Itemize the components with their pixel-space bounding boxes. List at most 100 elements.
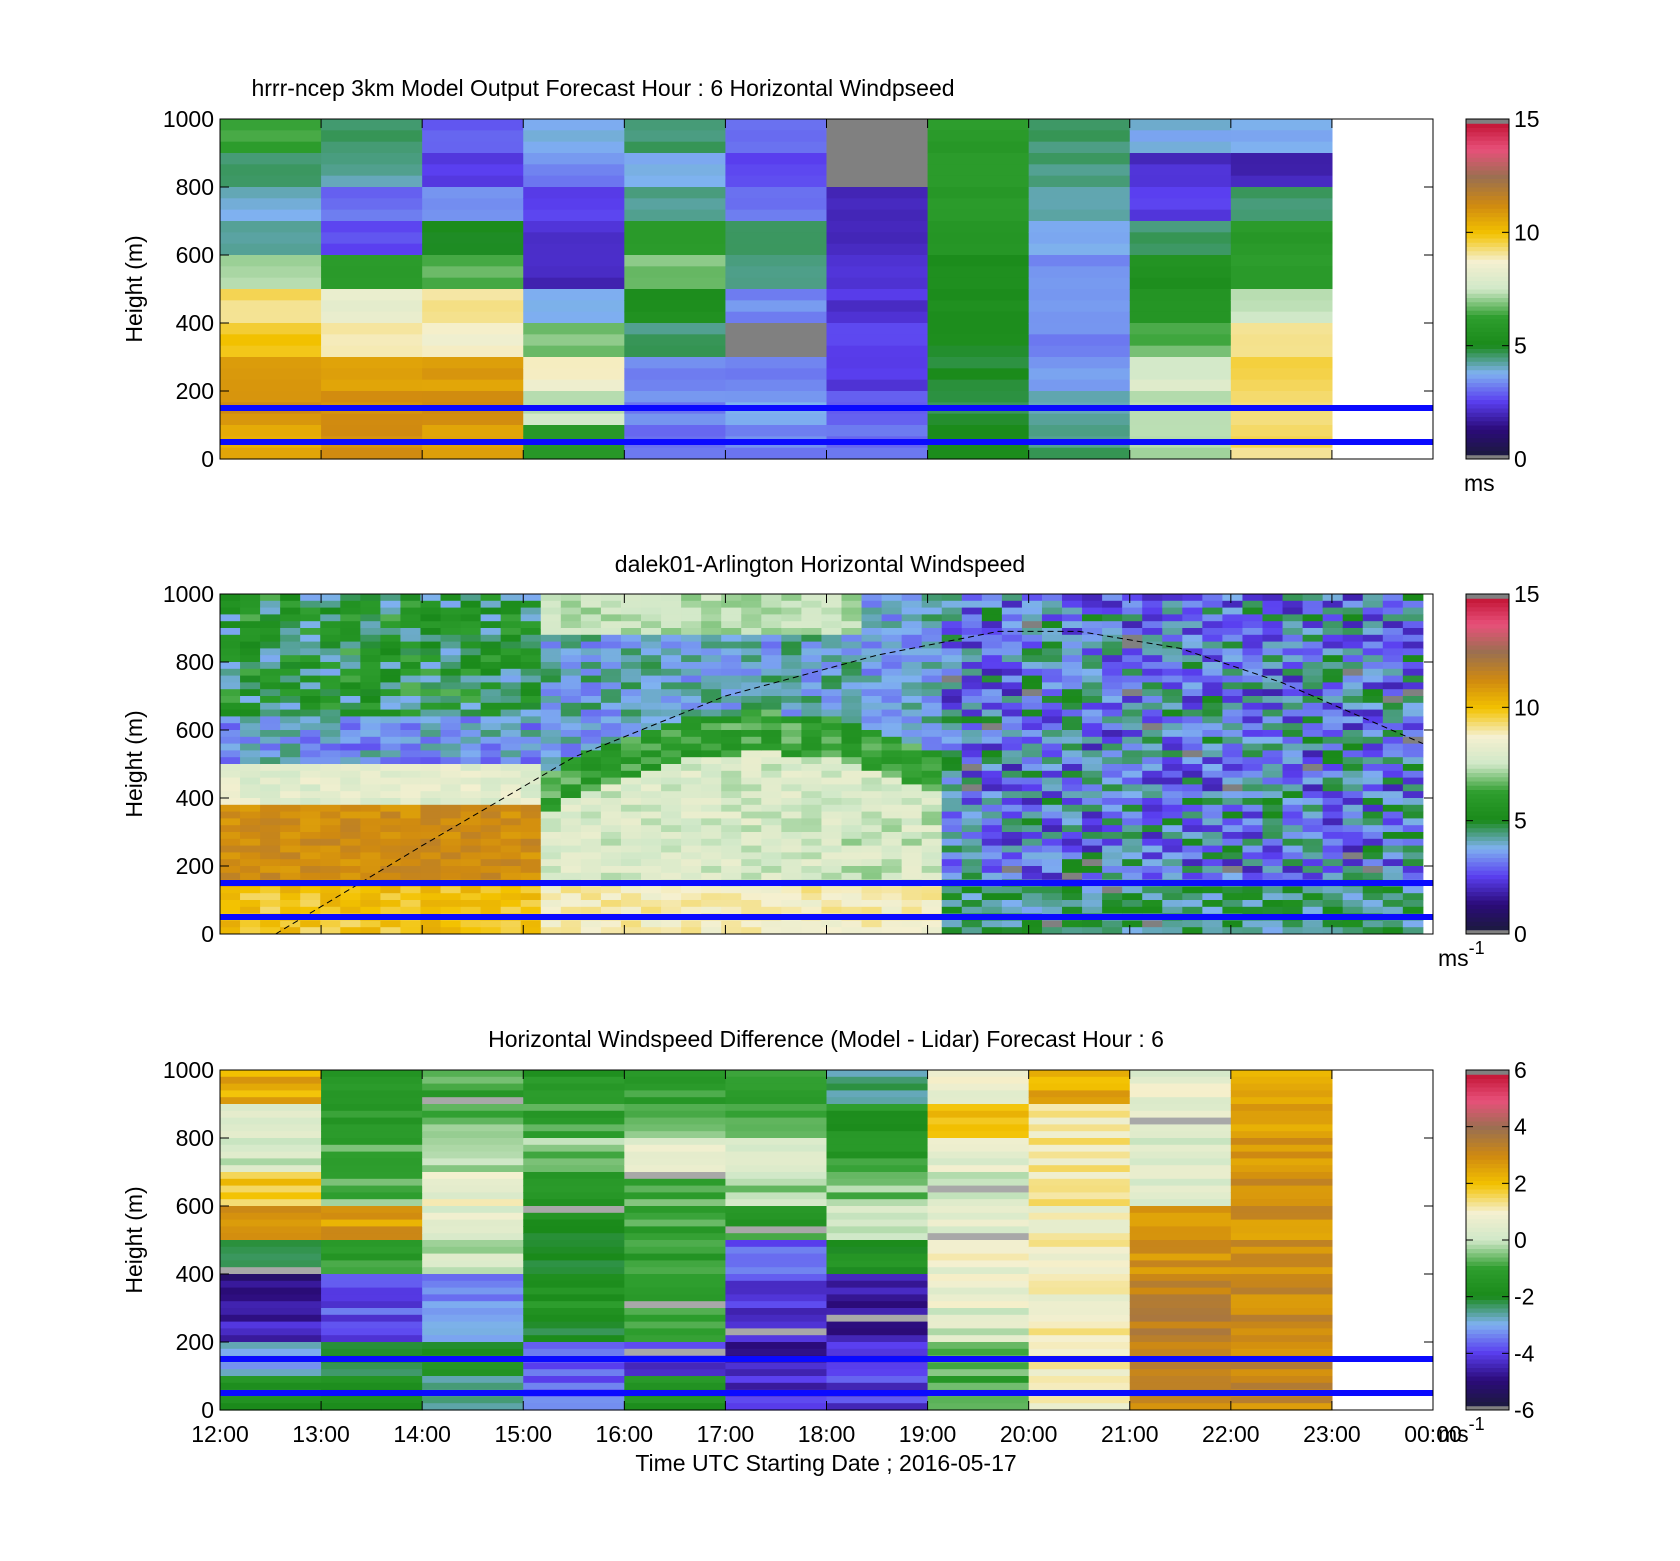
heatmap-cell: [741, 886, 762, 894]
heatmap-cell: [1362, 838, 1384, 847]
colorbar-segment: [1466, 408, 1509, 413]
heatmap-cell: [1142, 920, 1163, 928]
heatmap-cell: [260, 872, 281, 881]
heatmap-cell: [320, 655, 341, 663]
heatmap-cell: [340, 716, 361, 724]
heatmap-cell: [721, 920, 742, 928]
heatmap-cell: [440, 702, 462, 711]
colorbar-segment: [1466, 348, 1509, 354]
heatmap-cell: [624, 357, 727, 369]
heatmap-cell: [1282, 607, 1304, 615]
heatmap-cell: [927, 130, 1030, 143]
heatmap-cell: [1142, 770, 1163, 779]
heatmap-cell: [440, 648, 462, 656]
x-tick-label: 15:00: [494, 1421, 552, 1447]
heatmap-cell: [761, 682, 782, 690]
heatmap-cell: [826, 1233, 929, 1241]
heatmap-cell: [841, 600, 863, 609]
heatmap-cell: [1082, 662, 1103, 670]
heatmap-cell: [961, 927, 983, 935]
heatmap-cell: [961, 818, 983, 826]
heatmap-cell: [1382, 852, 1404, 860]
heatmap-cell: [801, 866, 822, 874]
heatmap-cell: [941, 600, 963, 609]
heatmap-cell: [1082, 852, 1103, 860]
heatmap-cell: [420, 723, 442, 731]
heatmap-cell: [861, 859, 883, 867]
heatmap-cell: [921, 872, 943, 881]
heatmap-cell: [1062, 777, 1083, 785]
heatmap-cell: [1162, 818, 1183, 826]
heatmap-cell: [240, 641, 261, 649]
heatmap-cell: [841, 628, 863, 636]
heatmap-cell: [1102, 866, 1123, 874]
heatmap-cell: [1222, 838, 1243, 847]
heatmap-cell: [821, 723, 842, 731]
heatmap-cell: [1062, 648, 1083, 656]
heatmap-cell: [981, 866, 1003, 874]
heatmap-cell: [1021, 770, 1043, 779]
heatmap-cell: [1242, 886, 1264, 894]
heatmap-cell: [523, 1212, 625, 1221]
heatmap-cell: [1222, 614, 1243, 622]
heatmap-cell: [881, 927, 903, 935]
heatmap-cell: [380, 702, 401, 711]
colorbar-segment: [1466, 1269, 1509, 1275]
y-tick-label: 800: [176, 649, 214, 675]
heatmap-cell: [320, 798, 341, 806]
heatmap-cell: [1102, 920, 1123, 928]
heatmap-cell: [681, 736, 702, 745]
colorbar-segment: [1466, 361, 1509, 366]
heatmap-cell: [1322, 634, 1344, 643]
heatmap-cell: [1001, 859, 1023, 867]
heatmap-cell: [881, 770, 903, 779]
heatmap-cell: [220, 1362, 322, 1370]
heatmap-cell: [841, 886, 863, 894]
heatmap-cell: [1322, 730, 1344, 738]
heatmap-cell: [220, 893, 241, 901]
heatmap-cell: [1230, 1199, 1333, 1207]
colorbar-segment: [1466, 1329, 1509, 1334]
heatmap-cell: [901, 811, 923, 819]
heatmap-cell: [523, 1314, 625, 1323]
heatmap-cell: [1382, 702, 1404, 711]
heatmap-cell: [1021, 723, 1043, 731]
heatmap-cell: [1182, 662, 1203, 670]
heatmap-cell: [927, 1240, 1030, 1248]
heatmap-cell: [826, 1314, 929, 1323]
heatmap-cell: [1282, 702, 1304, 711]
heatmap-cell: [901, 757, 923, 765]
heatmap-cell: [1021, 838, 1043, 847]
heatmap-cell: [600, 832, 622, 840]
heatmap-cell: [1028, 1280, 1131, 1289]
heatmap-cell: [1028, 1165, 1131, 1173]
heatmap-cell: [321, 1301, 423, 1309]
heatmap-cell: [220, 175, 322, 188]
heatmap-cell: [1162, 859, 1183, 867]
heatmap-cell: [240, 920, 261, 928]
heatmap-cell: [560, 736, 582, 745]
heatmap-cell: [1342, 689, 1364, 697]
heatmap-cell: [1222, 818, 1243, 826]
heatmap-cell: [600, 859, 622, 867]
colorbar-segment: [1466, 344, 1509, 349]
heatmap-cell: [320, 852, 341, 860]
heatmap-cell: [741, 655, 762, 663]
heatmap-cell: [422, 1382, 524, 1391]
colorbar-segment: [1466, 127, 1509, 133]
heatmap-cell: [320, 709, 341, 717]
heatmap-cell: [240, 811, 261, 819]
heatmap-cell: [321, 1246, 423, 1255]
heatmap-cell: [422, 1260, 524, 1268]
heatmap-cell: [520, 743, 542, 751]
heatmap-cell: [1082, 594, 1103, 602]
heatmap-cell: [480, 668, 502, 677]
heatmap-cell: [321, 175, 423, 188]
heatmap-cell: [1282, 634, 1304, 643]
heatmap-cell: [520, 648, 542, 656]
heatmap-cell: [1262, 791, 1284, 799]
heatmap-cell: [826, 334, 929, 347]
heatmap-cell: [1382, 662, 1404, 670]
heatmap-cell: [460, 600, 482, 609]
